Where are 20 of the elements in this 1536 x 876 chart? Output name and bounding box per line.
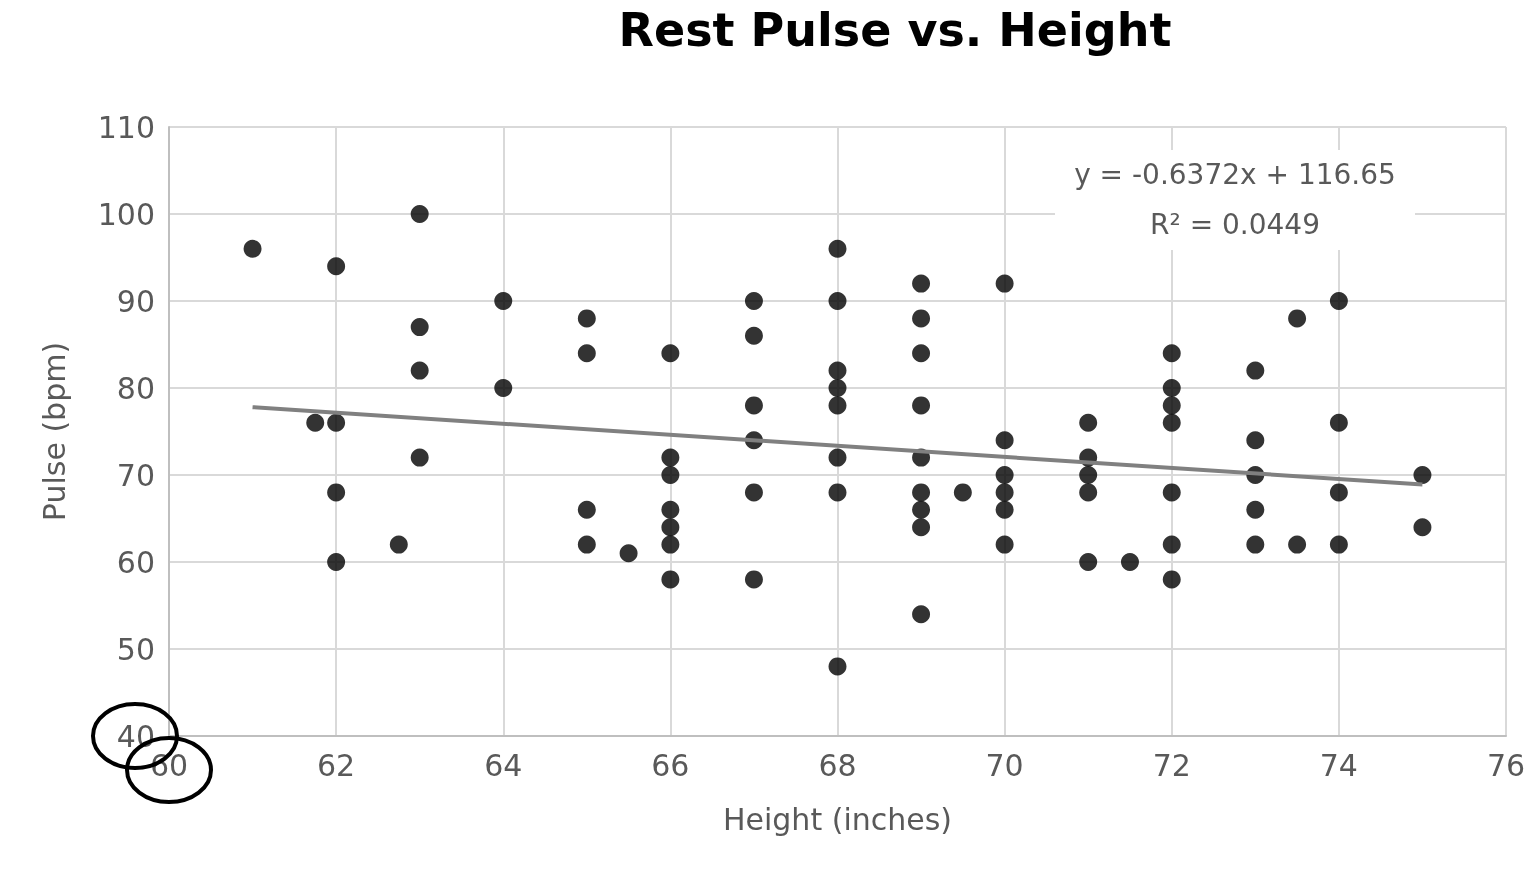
y-tick-label: 60 xyxy=(116,544,155,580)
x-tick-label: 62 xyxy=(317,747,356,783)
y-tick-label: 100 xyxy=(97,196,155,232)
annotation: y = -0.6372x + 116.65 xyxy=(1074,157,1396,191)
y-tick-label: 70 xyxy=(116,457,155,493)
x-tick-label: 72 xyxy=(1152,747,1191,783)
annotation: R² = 0.0449 xyxy=(1150,207,1320,241)
y-tick-label: 80 xyxy=(116,370,155,406)
y-tick-label: 90 xyxy=(116,283,155,319)
x-tick-label: 74 xyxy=(1319,747,1358,783)
chart-title: Rest Pulse vs. Height xyxy=(618,3,1172,57)
x-tick-label: 66 xyxy=(651,747,690,783)
x-tick-label: 70 xyxy=(985,747,1024,783)
y-tick-label: 110 xyxy=(97,109,155,145)
x-tick-label: 76 xyxy=(1486,747,1526,783)
x-axis-title: Height (inches) xyxy=(722,801,953,837)
x-tick-label: 64 xyxy=(484,747,523,783)
x-tick-label: 68 xyxy=(818,747,857,783)
y-tick-label: 50 xyxy=(116,631,155,667)
y-axis-title: Pulse (bpm) xyxy=(36,341,72,522)
